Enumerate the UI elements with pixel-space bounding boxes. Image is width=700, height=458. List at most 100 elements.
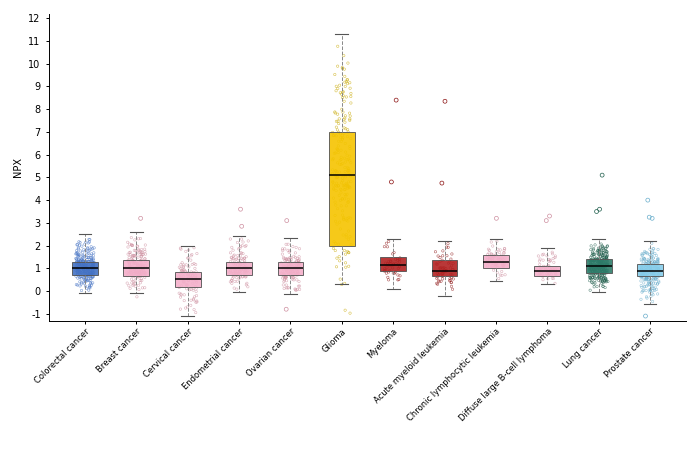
Point [643, 262, 654, 270]
Point [328, 131, 339, 139]
Point [643, 264, 655, 271]
Point [601, 256, 612, 264]
Point [342, 191, 353, 198]
Point [538, 268, 549, 275]
Point [228, 246, 239, 254]
Point [482, 256, 493, 263]
Point [640, 260, 651, 267]
Point [638, 279, 650, 287]
Point [136, 251, 147, 258]
Point [85, 258, 96, 265]
Point [72, 262, 83, 269]
Point [638, 287, 649, 294]
Point [190, 268, 202, 276]
Point [652, 258, 664, 265]
Point [598, 260, 609, 267]
Point [593, 247, 604, 255]
Point [173, 273, 184, 280]
Point [234, 259, 246, 267]
Point [433, 278, 444, 285]
Point [78, 266, 89, 273]
Point [431, 275, 442, 282]
Point [337, 207, 348, 214]
Point [281, 273, 292, 281]
Point [645, 265, 656, 272]
Point [435, 254, 446, 261]
Point [130, 268, 141, 276]
Point [125, 285, 136, 292]
Point [123, 258, 134, 265]
Point [599, 278, 610, 285]
Point [122, 256, 134, 264]
Point [482, 254, 493, 262]
Point [591, 256, 602, 263]
Point [83, 267, 94, 275]
Point [591, 208, 602, 215]
Point [290, 244, 302, 251]
Point [550, 266, 561, 273]
Point [234, 267, 246, 274]
Point [597, 252, 608, 259]
Point [137, 251, 148, 258]
Point [78, 246, 89, 253]
Point [284, 247, 295, 255]
Point [647, 298, 658, 305]
Point [446, 278, 457, 286]
Point [137, 262, 148, 270]
Point [180, 267, 191, 275]
Point [335, 275, 346, 283]
Point [649, 287, 660, 294]
Point [287, 243, 298, 250]
Point [71, 268, 83, 275]
Point [237, 262, 248, 269]
Point [591, 255, 602, 262]
Point [126, 272, 137, 279]
Point [636, 296, 647, 303]
Point [129, 266, 140, 273]
Point [130, 272, 141, 279]
Point [293, 262, 304, 269]
Point [191, 278, 202, 286]
Point [281, 255, 293, 262]
Point [589, 262, 600, 269]
Point [178, 278, 190, 286]
Point [488, 253, 499, 261]
Point [330, 132, 342, 140]
Point [652, 256, 664, 263]
Point [643, 278, 654, 285]
Point [342, 156, 353, 164]
Point [640, 276, 652, 284]
Point [598, 263, 609, 270]
Point [85, 271, 96, 278]
Point [644, 257, 655, 265]
Point [593, 264, 604, 272]
Point [334, 115, 345, 123]
Point [74, 261, 85, 268]
Point [383, 276, 394, 284]
Point [130, 260, 141, 267]
Point [281, 240, 292, 248]
Point [344, 310, 356, 317]
Point [128, 260, 139, 267]
Point [330, 87, 342, 94]
Point [598, 266, 609, 273]
Point [229, 251, 240, 259]
Point [640, 249, 651, 256]
Point [599, 266, 610, 273]
Point [342, 133, 353, 140]
Point [124, 265, 135, 272]
Point [332, 146, 343, 153]
Point [647, 265, 658, 272]
Point [175, 245, 186, 253]
Point [130, 280, 141, 287]
Point [289, 259, 300, 267]
Point [337, 231, 349, 239]
Point [590, 270, 601, 278]
Point [340, 73, 351, 80]
Point [124, 259, 135, 267]
Point [71, 249, 83, 256]
Point [329, 109, 340, 116]
Point [586, 256, 597, 264]
Point [641, 273, 652, 280]
Point [380, 260, 391, 267]
